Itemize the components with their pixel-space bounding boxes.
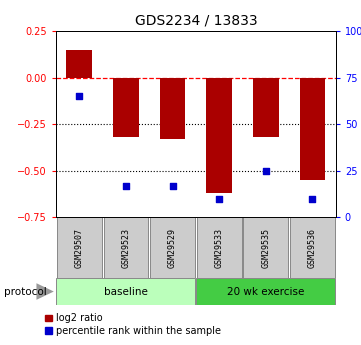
- Point: [123, 183, 129, 188]
- Point: [77, 93, 82, 99]
- Text: baseline: baseline: [104, 287, 148, 296]
- Bar: [150, 217, 195, 278]
- Bar: [243, 217, 288, 278]
- Bar: [290, 217, 335, 278]
- Bar: [206, 78, 232, 193]
- Bar: [57, 217, 102, 278]
- Bar: [66, 50, 92, 78]
- Point: [170, 183, 175, 188]
- Bar: [197, 217, 242, 278]
- Polygon shape: [36, 283, 54, 300]
- Bar: [160, 78, 185, 139]
- Title: GDS2234 / 13833: GDS2234 / 13833: [135, 13, 257, 27]
- Point: [309, 196, 315, 201]
- Bar: [104, 217, 148, 278]
- Bar: [196, 278, 335, 305]
- Point: [263, 168, 269, 174]
- Text: GSM29507: GSM29507: [75, 228, 84, 267]
- Text: protocol: protocol: [4, 287, 46, 296]
- Point: [216, 196, 222, 201]
- Bar: [253, 78, 279, 137]
- Text: GSM29523: GSM29523: [121, 228, 130, 267]
- Bar: [56, 278, 195, 305]
- Text: 20 wk exercise: 20 wk exercise: [227, 287, 304, 296]
- Legend: log2 ratio, percentile rank within the sample: log2 ratio, percentile rank within the s…: [41, 309, 225, 340]
- Text: GSM29529: GSM29529: [168, 228, 177, 267]
- Bar: [300, 78, 325, 180]
- Text: GSM29536: GSM29536: [308, 228, 317, 267]
- Bar: [113, 78, 139, 137]
- Text: GSM29533: GSM29533: [215, 228, 224, 267]
- Text: GSM29535: GSM29535: [261, 228, 270, 267]
